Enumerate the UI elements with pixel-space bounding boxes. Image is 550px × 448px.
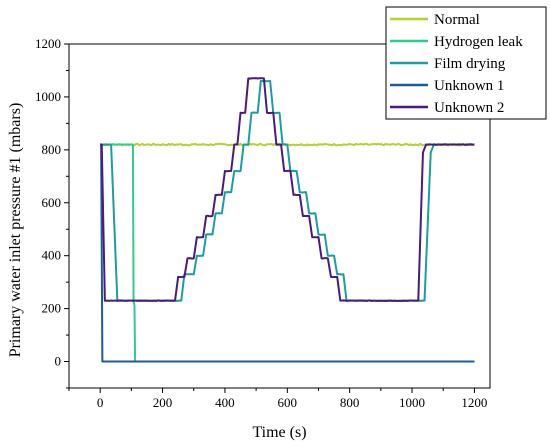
series-line-4 bbox=[100, 143, 475, 363]
y-tick-label: 600 bbox=[42, 195, 62, 210]
y-tick-label: 800 bbox=[42, 142, 62, 157]
y-tick-label: 1200 bbox=[35, 36, 61, 51]
legend-label: Normal bbox=[434, 12, 480, 28]
legend-label: Unknown 1 bbox=[434, 78, 504, 94]
x-tick-label: 1000 bbox=[399, 395, 425, 410]
x-tick-label: 400 bbox=[215, 395, 235, 410]
legend-label: Hydrogen leak bbox=[434, 34, 523, 50]
y-tick-label: 0 bbox=[55, 354, 62, 369]
legend-label: Unknown 2 bbox=[434, 100, 504, 116]
y-axis-label: Primary water inlet pressure #1 (mbars) bbox=[7, 103, 24, 358]
x-tick-label: 200 bbox=[153, 395, 173, 410]
legend: Normal Hydrogen leak Film drying Unknown 1 U… bbox=[385, 6, 547, 120]
y-tick-label: 1000 bbox=[35, 89, 61, 104]
x-tick-label: 0 bbox=[97, 395, 104, 410]
plot-area-frame bbox=[68, 43, 491, 389]
y-tick-label: 200 bbox=[42, 301, 62, 316]
x-tick-label: 600 bbox=[278, 395, 298, 410]
legend-label: Film drying bbox=[434, 56, 506, 72]
x-axis-label: Time (s) bbox=[252, 424, 306, 441]
x-tick-label: 1200 bbox=[461, 395, 487, 410]
series-line-5 bbox=[100, 77, 475, 302]
y-tick-label: 400 bbox=[42, 248, 62, 263]
series-line-2 bbox=[100, 143, 475, 363]
x-tick-label: 800 bbox=[340, 395, 360, 410]
